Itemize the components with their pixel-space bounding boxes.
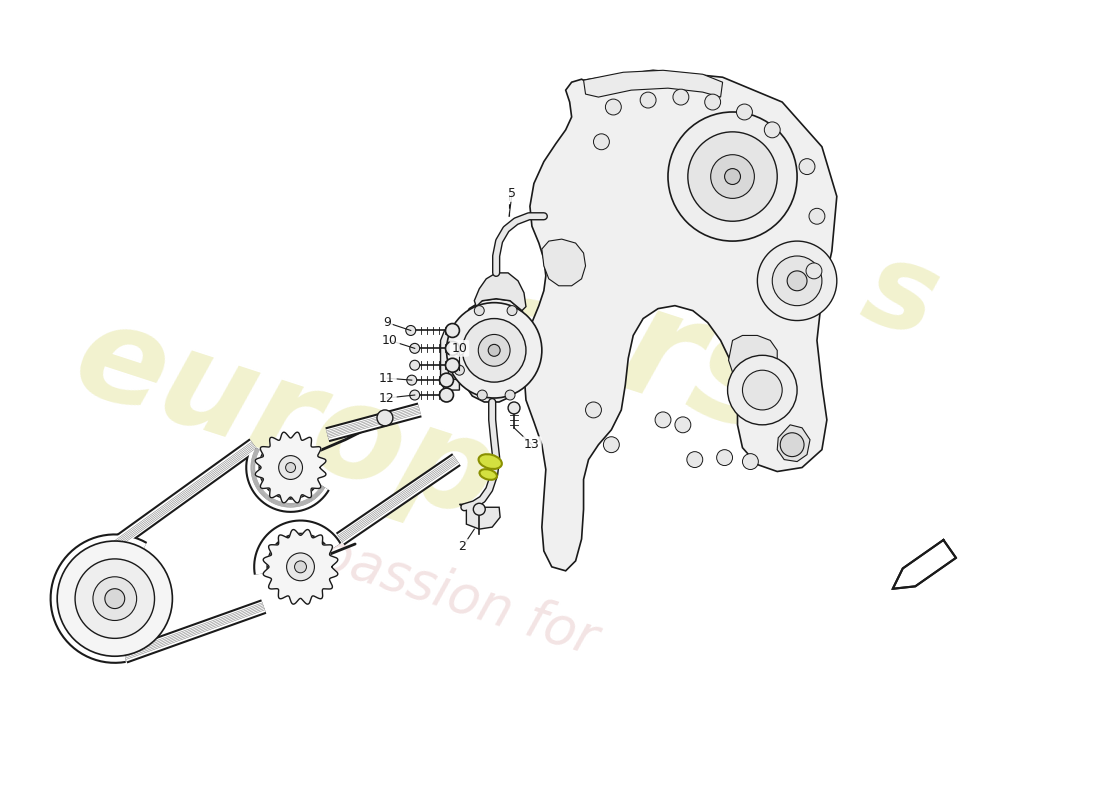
Circle shape: [410, 343, 420, 354]
Text: a passion for: a passion for: [265, 511, 604, 666]
Circle shape: [488, 344, 501, 356]
Circle shape: [104, 589, 124, 609]
Circle shape: [454, 346, 464, 355]
Polygon shape: [460, 504, 500, 529]
Polygon shape: [263, 530, 338, 604]
Circle shape: [410, 360, 420, 370]
Text: europ: europ: [59, 293, 512, 547]
Polygon shape: [893, 540, 956, 589]
Polygon shape: [778, 425, 810, 462]
Circle shape: [675, 417, 691, 433]
Text: s: s: [461, 260, 587, 421]
Circle shape: [278, 456, 303, 479]
Circle shape: [640, 92, 656, 108]
Ellipse shape: [480, 469, 497, 480]
Circle shape: [656, 412, 671, 428]
Circle shape: [711, 154, 755, 198]
Circle shape: [799, 158, 815, 174]
Circle shape: [507, 306, 517, 315]
Circle shape: [440, 388, 453, 402]
Text: 5: 5: [508, 187, 516, 200]
Circle shape: [764, 122, 780, 138]
Circle shape: [772, 256, 822, 306]
Circle shape: [462, 318, 526, 382]
Circle shape: [716, 450, 733, 466]
Circle shape: [92, 577, 136, 621]
Circle shape: [788, 271, 807, 290]
Circle shape: [410, 390, 420, 400]
Circle shape: [446, 342, 460, 355]
Circle shape: [585, 402, 602, 418]
Circle shape: [742, 370, 782, 410]
Circle shape: [668, 112, 797, 241]
Circle shape: [377, 410, 393, 426]
Circle shape: [508, 402, 520, 414]
Polygon shape: [584, 70, 723, 97]
Circle shape: [806, 263, 822, 279]
Circle shape: [605, 99, 621, 115]
Polygon shape: [900, 546, 950, 584]
Circle shape: [505, 390, 515, 400]
Circle shape: [287, 553, 315, 581]
Text: rs: rs: [601, 274, 805, 466]
Polygon shape: [542, 239, 585, 286]
Polygon shape: [255, 432, 326, 503]
Circle shape: [474, 306, 484, 315]
Polygon shape: [460, 298, 530, 402]
Text: 2: 2: [459, 541, 466, 554]
Text: 10: 10: [451, 342, 468, 355]
Polygon shape: [728, 335, 778, 382]
Circle shape: [780, 433, 804, 457]
Text: 11: 11: [379, 372, 395, 385]
Text: 13: 13: [524, 438, 540, 451]
Circle shape: [407, 375, 417, 385]
Ellipse shape: [478, 454, 502, 469]
Circle shape: [406, 326, 416, 335]
Circle shape: [686, 452, 703, 467]
Circle shape: [446, 323, 460, 338]
Text: 12: 12: [379, 391, 395, 405]
Polygon shape: [524, 70, 837, 571]
Circle shape: [75, 559, 154, 638]
Circle shape: [447, 302, 542, 398]
Circle shape: [705, 94, 720, 110]
Circle shape: [725, 169, 740, 185]
Circle shape: [446, 358, 460, 372]
Circle shape: [454, 366, 464, 375]
Circle shape: [727, 355, 798, 425]
Circle shape: [808, 208, 825, 224]
Circle shape: [604, 437, 619, 453]
Circle shape: [286, 462, 296, 473]
Circle shape: [758, 241, 837, 321]
Circle shape: [57, 541, 173, 656]
Circle shape: [477, 390, 487, 400]
Circle shape: [473, 503, 485, 515]
Circle shape: [737, 104, 752, 120]
Circle shape: [742, 454, 758, 470]
Polygon shape: [474, 273, 526, 310]
Polygon shape: [440, 330, 460, 390]
Text: 9: 9: [383, 316, 390, 329]
Text: s: s: [850, 230, 953, 362]
Text: 10: 10: [382, 334, 398, 347]
Circle shape: [478, 334, 510, 366]
Circle shape: [295, 561, 307, 573]
Circle shape: [688, 132, 778, 222]
Circle shape: [673, 89, 689, 105]
Circle shape: [594, 134, 609, 150]
Circle shape: [440, 373, 453, 387]
